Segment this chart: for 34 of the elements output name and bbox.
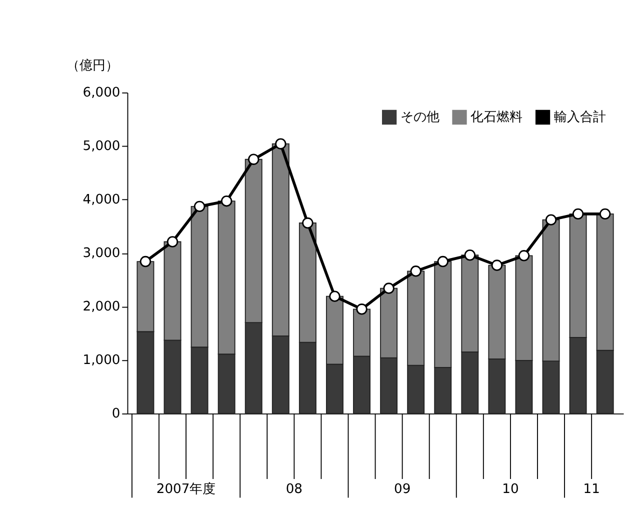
point [545,214,557,226]
y-tick-label: 6,000 [82,86,120,101]
y-tick-label: 5,000 [82,139,120,154]
y-tick-label: 4,000 [82,192,120,208]
point [491,260,503,271]
text: 09 [394,482,411,498]
point [437,256,448,268]
point [464,250,476,261]
point [410,266,422,277]
y-tick-label: 2,000 [82,300,120,315]
y-tick-label: 0 [112,406,120,422]
point [275,138,286,150]
legend-label: その他 [400,110,440,125]
point [599,208,611,220]
legend-label: 化石燃料 [470,110,523,125]
y-axis-title: （億円） [66,58,118,74]
point [220,195,232,207]
point [302,217,314,229]
point [356,304,368,315]
y-tick-label: 3,000 [82,246,120,262]
point [194,200,206,212]
legend-label: 輸入合計 [554,110,606,125]
point [572,208,584,220]
point [329,290,340,302]
point [166,236,178,248]
point [383,282,394,294]
text: 11 [583,482,600,498]
point [518,250,530,262]
text: 10 [502,482,519,498]
point [140,256,152,268]
text: 2007年度 [156,481,216,498]
text: 08 [286,482,303,498]
point [248,154,260,165]
y-tick-label: 1,000 [82,353,120,368]
